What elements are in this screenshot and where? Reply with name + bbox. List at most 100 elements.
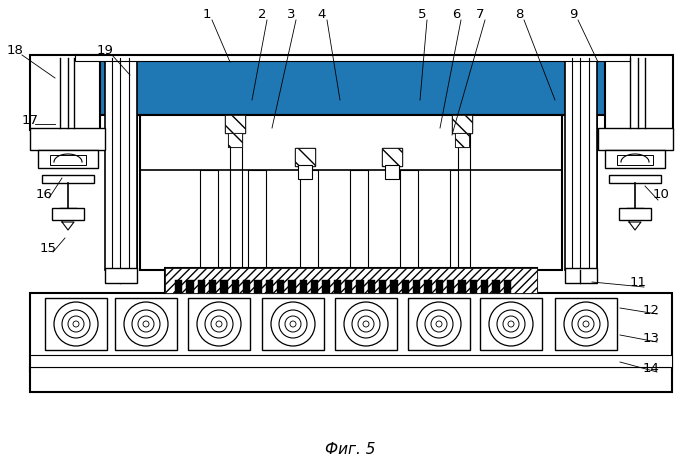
Bar (609, 175, 661, 183)
Bar (605, 150, 665, 168)
Text: 16: 16 (36, 187, 52, 200)
Text: 5: 5 (418, 8, 426, 21)
Bar (225, 115, 245, 133)
Bar (42, 175, 94, 183)
Bar (619, 208, 651, 220)
Bar (382, 148, 402, 166)
Bar (565, 55, 597, 270)
Bar (30, 128, 105, 150)
Bar (228, 133, 242, 147)
Bar (408, 298, 470, 350)
Bar (450, 170, 468, 270)
Bar (105, 55, 137, 270)
Bar (30, 355, 672, 367)
Bar (598, 128, 673, 150)
Text: 15: 15 (39, 241, 57, 255)
Bar (197, 280, 205, 293)
Bar (30, 293, 672, 371)
Bar (300, 170, 318, 270)
Bar (379, 280, 386, 293)
Bar (165, 268, 537, 293)
Bar (295, 148, 315, 166)
Bar (424, 280, 432, 293)
Bar (311, 280, 318, 293)
Bar (298, 165, 312, 179)
Bar (356, 280, 364, 293)
Bar (75, 55, 630, 115)
Bar (186, 280, 194, 293)
Bar (230, 133, 242, 270)
Bar (228, 133, 242, 147)
Bar (30, 367, 672, 392)
Text: 13: 13 (643, 332, 659, 345)
Bar (480, 298, 542, 350)
Bar (334, 280, 341, 293)
Bar (30, 55, 100, 130)
Text: 8: 8 (514, 8, 523, 21)
Bar (38, 150, 98, 168)
Bar (555, 298, 617, 350)
Bar (30, 293, 672, 371)
Bar (75, 55, 630, 61)
Text: 14: 14 (643, 361, 659, 375)
Bar (30, 128, 105, 150)
Bar (322, 280, 330, 293)
Bar (288, 280, 295, 293)
Text: 6: 6 (452, 8, 460, 21)
Bar (335, 298, 397, 350)
Bar (52, 208, 84, 220)
Bar (382, 148, 402, 166)
Bar (391, 280, 398, 293)
Bar (115, 298, 177, 350)
Text: 19: 19 (97, 43, 113, 57)
Bar (188, 298, 250, 350)
Bar (262, 298, 324, 350)
Polygon shape (629, 222, 641, 230)
Bar (350, 170, 368, 270)
Bar (470, 280, 477, 293)
Bar (400, 170, 418, 270)
Bar (458, 280, 466, 293)
Text: 17: 17 (22, 113, 38, 127)
Bar (605, 150, 665, 168)
Bar (617, 155, 653, 165)
Bar (458, 133, 470, 270)
Bar (225, 115, 245, 133)
Bar (413, 280, 421, 293)
Text: 1: 1 (203, 8, 211, 21)
Bar (30, 367, 672, 392)
Bar (50, 155, 86, 165)
Text: 9: 9 (569, 8, 577, 21)
Bar (175, 280, 183, 293)
Bar (243, 280, 251, 293)
Bar (140, 115, 562, 270)
Text: 12: 12 (643, 304, 659, 317)
Text: Фиг. 5: Фиг. 5 (325, 443, 375, 458)
Bar (345, 280, 352, 293)
Text: 2: 2 (258, 8, 266, 21)
Bar (38, 150, 98, 168)
Bar (200, 170, 218, 270)
Text: 10: 10 (652, 189, 669, 201)
Text: 4: 4 (318, 8, 326, 21)
Bar (565, 55, 597, 270)
Bar (254, 280, 262, 293)
Bar (452, 115, 472, 133)
Bar (75, 55, 630, 115)
Bar (105, 55, 137, 270)
Bar (435, 280, 443, 293)
Bar (248, 170, 266, 270)
Bar (140, 115, 562, 270)
Bar (455, 133, 469, 147)
Text: 18: 18 (6, 43, 23, 57)
Text: 11: 11 (629, 276, 647, 290)
Bar (165, 268, 537, 293)
Bar (30, 355, 672, 367)
Bar (492, 280, 500, 293)
Bar (565, 268, 597, 283)
Text: 3: 3 (287, 8, 295, 21)
Bar (45, 298, 107, 350)
Bar (402, 280, 409, 293)
Bar (50, 155, 86, 165)
Bar (455, 133, 469, 147)
